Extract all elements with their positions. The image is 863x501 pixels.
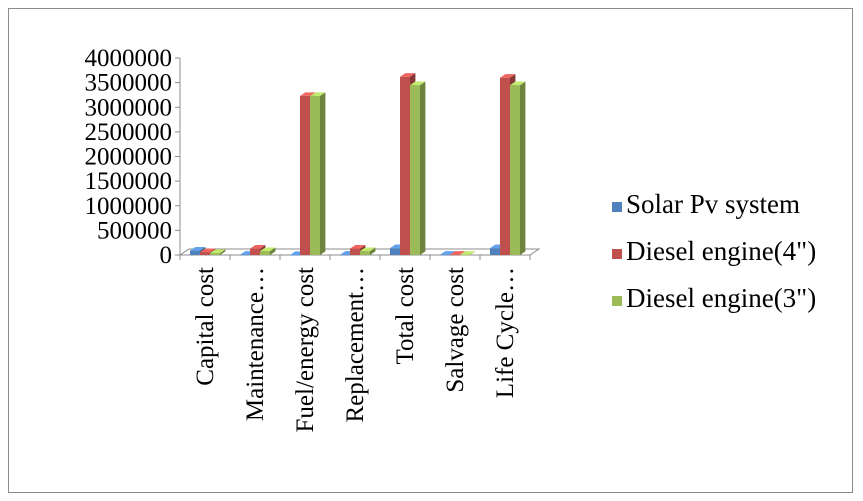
bar-top <box>360 247 376 252</box>
bar-front <box>310 95 320 255</box>
x-tick-label: Fuel/energy cost <box>292 267 319 433</box>
bar-top <box>350 244 366 249</box>
bar-front <box>190 250 200 255</box>
bar-front <box>250 248 260 255</box>
bar-top <box>410 81 426 86</box>
bar <box>510 81 526 256</box>
bar-top <box>300 92 316 96</box>
bar-front <box>260 251 270 255</box>
bar-top <box>400 73 416 77</box>
bar-front <box>360 251 370 255</box>
bar-top <box>310 92 326 96</box>
bar-front <box>200 252 210 255</box>
chart-axes <box>178 58 541 256</box>
bar-front <box>450 254 460 256</box>
y-tick-label: 3500000 <box>85 70 173 97</box>
legend-swatch <box>612 249 622 259</box>
y-axis-ticks: 0500000100000015000002000000250000030000… <box>85 45 180 269</box>
bar-front <box>490 248 500 255</box>
bar-front <box>400 76 410 255</box>
bar-front <box>210 253 220 255</box>
bar-front <box>390 248 400 255</box>
y-tick-label: 500000 <box>97 217 172 244</box>
bar-front <box>500 77 510 255</box>
bar-front <box>460 254 470 256</box>
y-tick-label: 1500000 <box>85 168 173 195</box>
bar <box>310 92 326 255</box>
bar <box>210 249 226 255</box>
bar-top <box>450 251 466 255</box>
bar <box>410 81 426 256</box>
bar-top <box>190 246 206 251</box>
bar-front <box>290 255 300 256</box>
x-tick-label: Capital cost <box>192 267 219 386</box>
bar-side <box>370 247 376 255</box>
bar-top <box>260 247 276 252</box>
bar-top <box>200 248 216 253</box>
bar-top <box>210 249 226 254</box>
bar-front <box>350 248 360 255</box>
bar-top <box>510 81 526 86</box>
bar-side <box>520 81 526 255</box>
bar-top <box>500 74 516 78</box>
bar-side <box>270 247 276 255</box>
x-tick-label: Maintenance… <box>242 267 269 421</box>
y-tick-label: 2500000 <box>85 119 173 146</box>
y-tick-label: 3000000 <box>85 94 173 121</box>
legend-label: Diesel engine(3") <box>626 283 816 313</box>
x-tick-label: Replacement… <box>342 267 369 423</box>
bar <box>460 251 476 256</box>
bar-front <box>300 95 310 255</box>
legend-label: Solar Pv system <box>626 189 800 219</box>
x-tick-label: Life Cycle… <box>492 267 519 398</box>
bar-side <box>220 249 226 255</box>
bar-top <box>460 251 476 255</box>
legend-label: Diesel engine(4") <box>626 236 816 266</box>
bar-top <box>440 251 456 255</box>
y-tick-label: 0 <box>160 242 173 269</box>
y-tick-label: 4000000 <box>85 45 173 72</box>
bar-top <box>250 244 266 249</box>
bar-front <box>340 254 350 256</box>
bar-side <box>320 92 326 255</box>
y-tick-label: 2000000 <box>85 144 173 171</box>
chart-bars <box>190 73 526 256</box>
x-tick-label: Total cost <box>392 267 419 365</box>
bar <box>260 247 276 255</box>
y-tick-label: 1000000 <box>85 193 173 220</box>
bar-side <box>420 81 426 255</box>
chart-legend: Solar Pv system Diesel engine(4") Diesel e… <box>612 189 816 313</box>
x-tick-label: Salvage cost <box>442 267 469 393</box>
bar-front <box>440 254 450 256</box>
legend-swatch <box>612 202 622 212</box>
bar-front <box>240 254 250 256</box>
bar-front <box>510 85 520 256</box>
legend-swatch <box>612 296 622 306</box>
bar <box>360 247 376 255</box>
bar-side <box>470 251 476 255</box>
x-axis-ticks: Capital cost Maintenance… Fuel/energy cost… <box>179 255 531 433</box>
bar-front <box>410 85 420 256</box>
